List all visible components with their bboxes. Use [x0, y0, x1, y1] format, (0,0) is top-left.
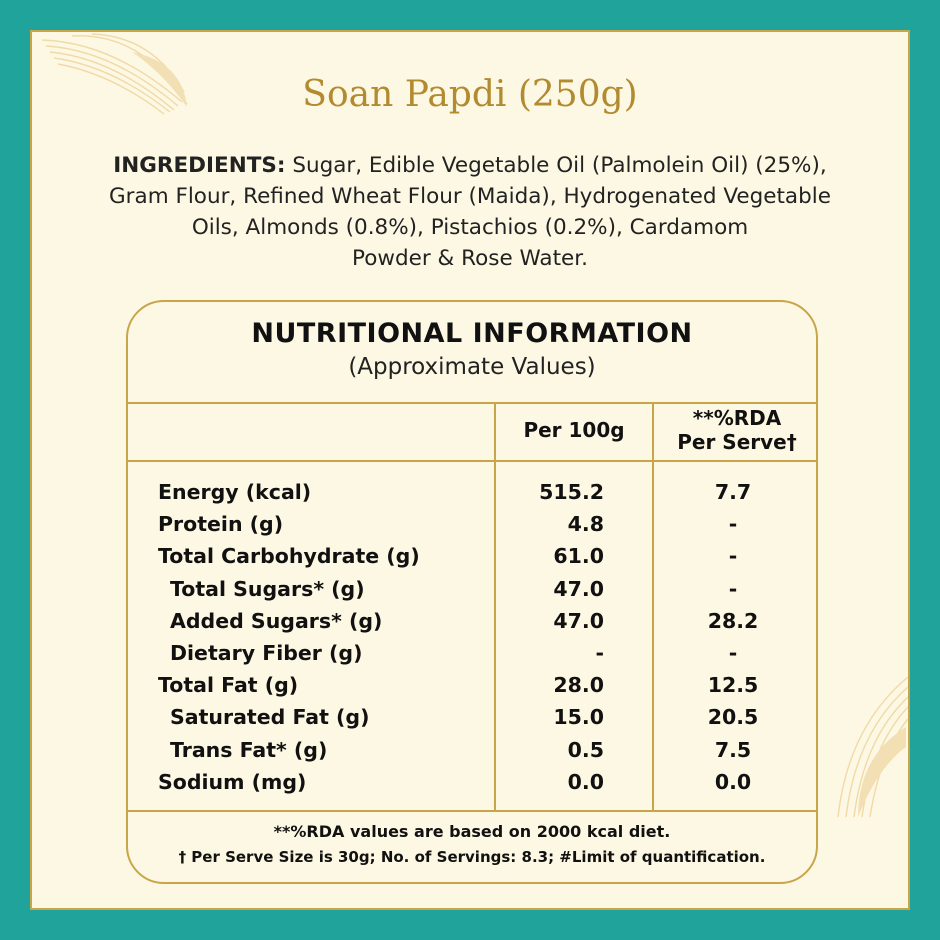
nutrition-subtitle: (Approximate Values)	[348, 354, 596, 380]
ingredients-label: INGREDIENTS:	[113, 153, 286, 178]
table-row: Total Sugars* (g) 47.0 -	[170, 576, 738, 601]
column-divider	[652, 402, 654, 810]
product-title: Soan Papdi (250g)	[302, 74, 638, 115]
nutrition-title: NUTRITIONAL INFORMATION	[251, 318, 693, 349]
table-row: Energy (kcal) 515.2 7.7	[158, 480, 752, 504]
table-row: Added Sugars* (g) 47.0 28.2	[170, 608, 759, 633]
ingredients-text: INGREDIENTS: Sugar, Edible Vegetable Oil…	[92, 150, 848, 274]
nutrition-rows: Energy (kcal) 515.2 7.7 Protein (g) 4.8 …	[128, 476, 816, 798]
divider	[128, 460, 816, 462]
footnote-serve: † Per Serve Size is 30g; No. of Servings…	[178, 848, 766, 866]
table-row: Total Carbohydrate (g) 61.0 -	[158, 544, 738, 569]
footnote-rda: **%RDA values are based on 2000 kcal die…	[273, 822, 671, 841]
ingredients-line: Oils, Almonds (0.8%), Pistachios (0.2%),…	[191, 215, 749, 240]
divider	[128, 402, 816, 404]
ingredients-line: Powder & Rose Water.	[352, 246, 588, 271]
table-row: Saturated Fat (g) 15.0 20.5	[170, 705, 759, 730]
table-row: Sodium (mg) 0.0 0.0	[158, 769, 752, 794]
table-row: Trans Fat* (g) 0.5 7.5	[170, 737, 752, 762]
table-row: Dietary Fiber (g) - -	[170, 640, 738, 665]
feather-leaf-icon	[837, 676, 908, 818]
nutrition-panel: NUTRITIONAL INFORMATION (Approximate Val…	[126, 300, 818, 884]
divider	[128, 810, 816, 812]
ingredients-line: Gram Flour, Refined Wheat Flour (Maida),…	[109, 184, 831, 209]
table-row: Total Fat (g) 28.0 12.5	[158, 673, 759, 698]
column-header-per100: Per 100g	[523, 418, 625, 442]
label-card: Soan Papdi (250g) INGREDIENTS: Sugar, Ed…	[30, 30, 910, 910]
feather-leaf-icon	[41, 33, 188, 115]
ingredients-line: INGREDIENTS: Sugar, Edible Vegetable Oil…	[113, 153, 827, 178]
table-row: Protein (g) 4.8 -	[158, 512, 738, 537]
column-divider	[494, 402, 496, 810]
column-header-rda: **%RDA Per Serve†	[677, 406, 797, 454]
